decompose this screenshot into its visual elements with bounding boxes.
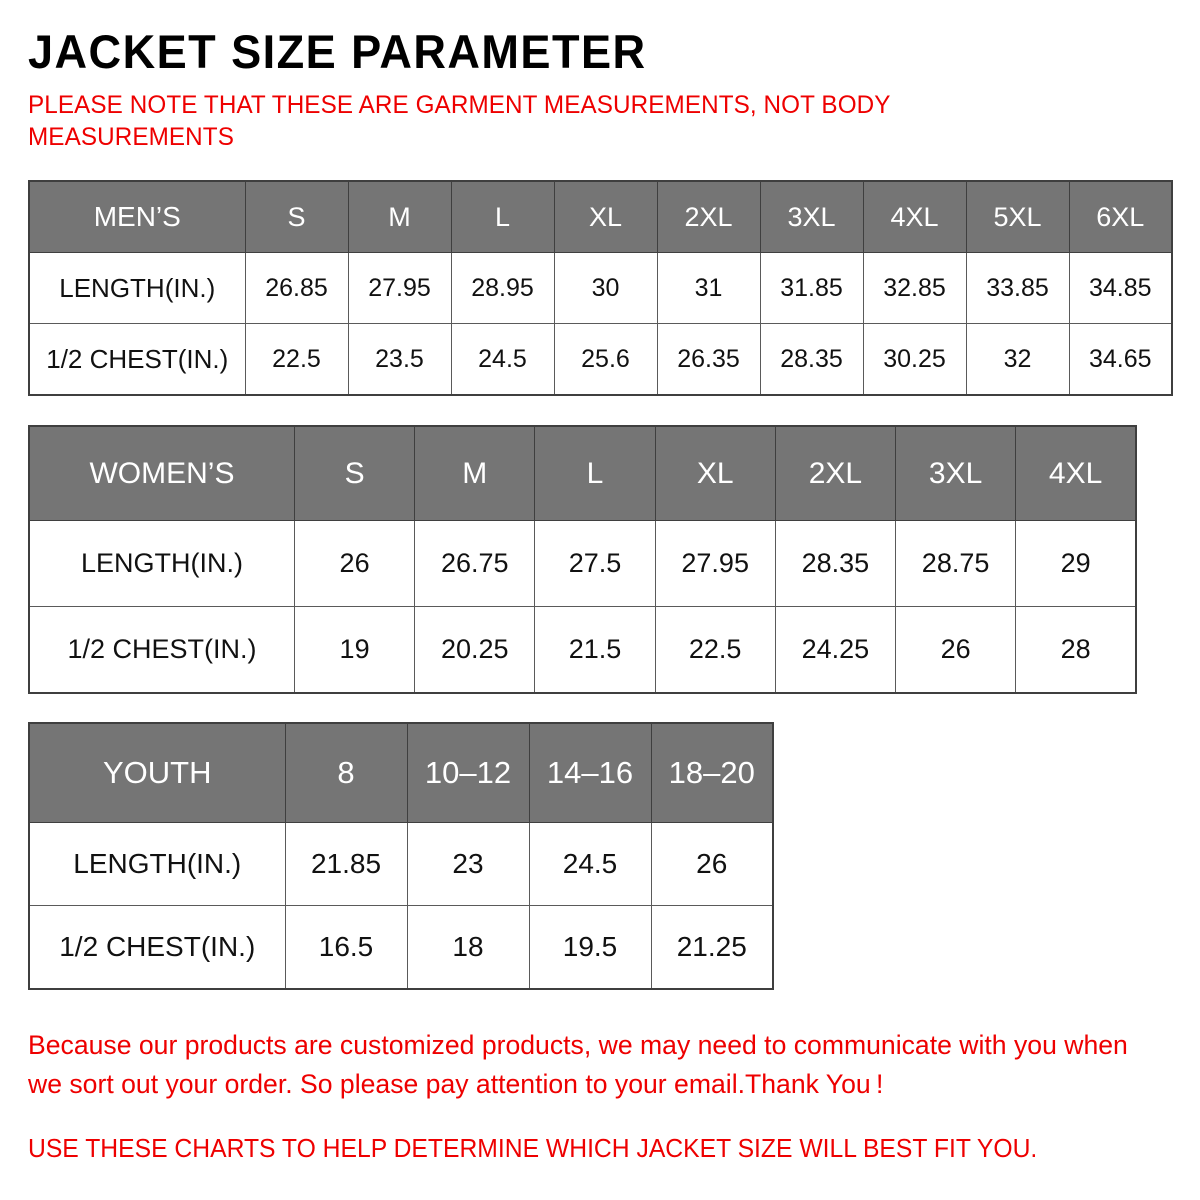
mens-chest-2xl: 26.35 <box>656 323 761 396</box>
womens-chest-xl: 22.5 <box>654 606 776 694</box>
mens-chest-s: 22.5 <box>244 323 349 396</box>
womens-chest-2xl: 24.25 <box>774 606 896 694</box>
mens-chest-6xl: 34.65 <box>1068 323 1173 396</box>
womens-chest-4xl: 28 <box>1015 606 1137 694</box>
mens-length-label: LENGTH(IN.) <box>28 252 246 324</box>
youth-length-label: LENGTH(IN.) <box>28 822 286 906</box>
womens-length-3xl: 28.75 <box>894 520 1017 607</box>
mens-chest-l: 24.5 <box>450 323 555 396</box>
garment-measurement-disclaimer: PLEASE NOTE THAT THESE ARE GARMENT MEASU… <box>28 91 891 151</box>
womens-col-m: M <box>414 425 536 521</box>
mens-col-s: S <box>244 180 349 253</box>
youth-chest-14-16: 19.5 <box>528 905 652 990</box>
mens-length-l: 28.95 <box>450 252 555 324</box>
youth-length-18-20: 26 <box>650 822 774 906</box>
womens-chest-s: 19 <box>293 606 416 694</box>
womens-col-2xl: 2XL <box>774 425 896 521</box>
mens-size-table: MEN’S S M L XL 2XL 3XL 4XL 5XL 6XL LENGT… <box>28 180 1173 396</box>
youth-col-18-20: 18–20 <box>650 722 774 823</box>
table-header-row: MEN’S S M L XL 2XL 3XL 4XL 5XL 6XL <box>28 180 1173 253</box>
youth-chest-18-20: 21.25 <box>650 905 774 990</box>
womens-length-label: LENGTH(IN.) <box>28 520 295 607</box>
mens-length-5xl: 33.85 <box>965 252 1070 324</box>
mens-chest-4xl: 30.25 <box>862 323 967 396</box>
table-header-row: WOMEN’S S M L XL 2XL 3XL 4XL <box>28 425 1137 521</box>
table-row: 1/2 CHEST(IN.) 22.5 23.5 24.5 25.6 26.35… <box>28 323 1173 396</box>
mens-col-5xl: 5XL <box>965 180 1070 253</box>
mens-chest-label: 1/2 CHEST(IN.) <box>28 323 246 396</box>
mens-chest-xl: 25.6 <box>553 323 658 396</box>
mens-col-m: M <box>347 180 452 253</box>
youth-length-8: 21.85 <box>284 822 408 906</box>
womens-corner-label: WOMEN’S <box>28 425 295 521</box>
table-row: LENGTH(IN.) 26 26.75 27.5 27.95 28.35 28… <box>28 520 1137 607</box>
use-charts-note: USE THESE CHARTS TO HELP DETERMINE WHICH… <box>28 1133 1038 1164</box>
youth-chest-10-12: 18 <box>406 905 530 990</box>
mens-length-4xl: 32.85 <box>862 252 967 324</box>
youth-corner-label: YOUTH <box>28 722 286 823</box>
mens-length-6xl: 34.85 <box>1068 252 1173 324</box>
mens-chest-m: 23.5 <box>347 323 452 396</box>
womens-chest-label: 1/2 CHEST(IN.) <box>28 606 295 694</box>
womens-chest-m: 20.25 <box>414 606 536 694</box>
womens-chest-l: 21.5 <box>534 606 656 694</box>
table-row: 1/2 CHEST(IN.) 16.5 18 19.5 21.25 <box>28 905 774 990</box>
womens-length-s: 26 <box>293 520 416 607</box>
youth-length-14-16: 24.5 <box>528 822 652 906</box>
customized-products-note: Because our products are customized prod… <box>28 1030 1128 1100</box>
youth-length-10-12: 23 <box>406 822 530 906</box>
womens-length-m: 26.75 <box>414 520 536 607</box>
table-header-row: YOUTH 8 10–12 14–16 18–20 <box>28 722 774 823</box>
mens-length-xl: 30 <box>553 252 658 324</box>
youth-col-10-12: 10–12 <box>406 722 530 823</box>
womens-chest-3xl: 26 <box>894 606 1017 694</box>
mens-chest-3xl: 28.35 <box>759 323 864 396</box>
youth-chest-8: 16.5 <box>284 905 408 990</box>
youth-col-14-16: 14–16 <box>528 722 652 823</box>
youth-col-8: 8 <box>284 722 408 823</box>
mens-col-4xl: 4XL <box>862 180 967 253</box>
table-row: LENGTH(IN.) 26.85 27.95 28.95 30 31 31.8… <box>28 252 1173 324</box>
mens-col-3xl: 3XL <box>759 180 864 253</box>
womens-length-l: 27.5 <box>534 520 656 607</box>
mens-corner-label: MEN’S <box>28 180 246 253</box>
mens-length-m: 27.95 <box>347 252 452 324</box>
mens-col-xl: XL <box>553 180 658 253</box>
mens-chest-5xl: 32 <box>965 323 1070 396</box>
mens-length-2xl: 31 <box>656 252 761 324</box>
womens-col-4xl: 4XL <box>1015 425 1137 521</box>
youth-chest-label: 1/2 CHEST(IN.) <box>28 905 286 990</box>
mens-col-l: L <box>450 180 555 253</box>
womens-col-3xl: 3XL <box>894 425 1017 521</box>
youth-size-table: YOUTH 8 10–12 14–16 18–20 LENGTH(IN.) 21… <box>28 722 774 990</box>
mens-length-3xl: 31.85 <box>759 252 864 324</box>
womens-length-2xl: 28.35 <box>774 520 896 607</box>
womens-size-table: WOMEN’S S M L XL 2XL 3XL 4XL LENGTH(IN.)… <box>28 425 1137 694</box>
mens-col-2xl: 2XL <box>656 180 761 253</box>
womens-col-l: L <box>534 425 656 521</box>
womens-col-xl: XL <box>654 425 776 521</box>
mens-length-s: 26.85 <box>244 252 349 324</box>
womens-length-4xl: 29 <box>1015 520 1137 607</box>
womens-length-xl: 27.95 <box>654 520 776 607</box>
table-row: LENGTH(IN.) 21.85 23 24.5 26 <box>28 822 774 906</box>
table-row: 1/2 CHEST(IN.) 19 20.25 21.5 22.5 24.25 … <box>28 606 1137 694</box>
mens-col-6xl: 6XL <box>1068 180 1173 253</box>
womens-col-s: S <box>293 425 416 521</box>
page-title: JACKET SIZE PARAMETER <box>28 25 647 78</box>
